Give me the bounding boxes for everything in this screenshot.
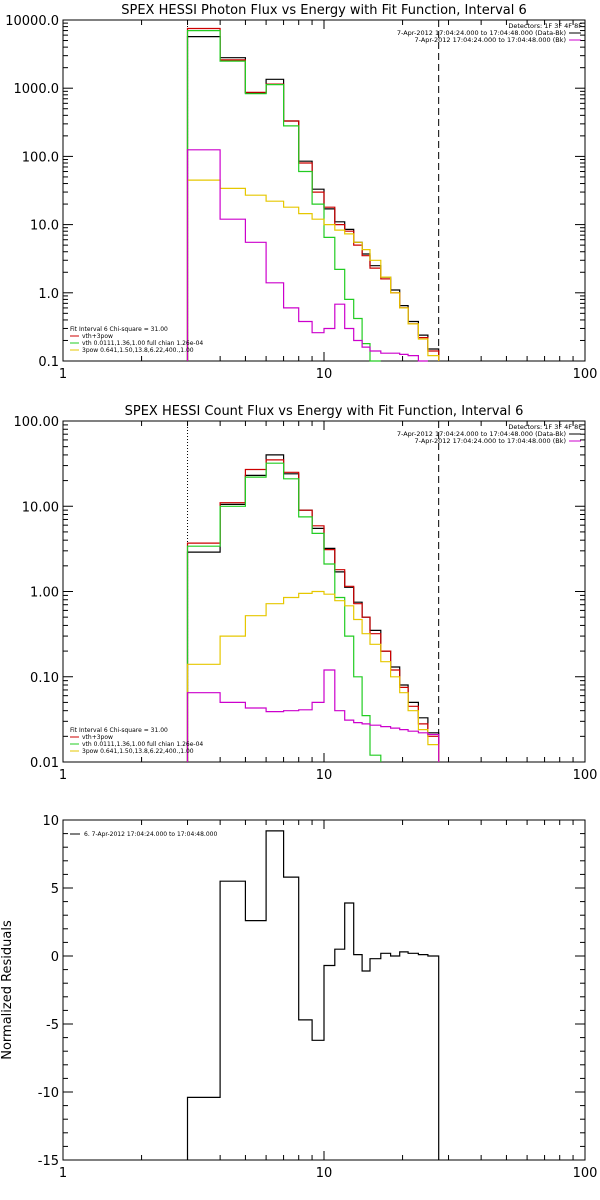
y-tick-label: 10.0	[30, 219, 59, 234]
x-tick-label: 10	[316, 768, 333, 783]
legend-entry: vth 0.0111,1.36,1.00 full chian 1.26e-04	[82, 340, 203, 347]
x-tick-label: 100	[573, 1166, 598, 1181]
series-line-1	[186, 830, 440, 1160]
chart-title: SPEX HESSI Photon Flux vs Energy with Fi…	[121, 3, 527, 18]
legend: Fit Interval 6 Chi-square = 31.00vth+3po…	[70, 326, 203, 354]
y-tick-label: 1000.0	[14, 82, 60, 97]
x-tick-label: 1	[59, 367, 67, 382]
legend-entry: vth+3pow	[82, 734, 113, 741]
series-line-4	[186, 179, 440, 361]
y-tick-label: 0.10	[30, 671, 59, 686]
info-block: Detectors: 1F 3F 4F 8F7-Apr-2012 17:04:2…	[397, 22, 582, 44]
y-tick-label: 100.0	[22, 150, 59, 165]
series-line-2	[186, 459, 440, 762]
detectors-label: Detectors: 1F 3F 4F 8F	[508, 22, 582, 30]
series-line-5	[186, 669, 440, 762]
info-line: 7-Apr-2012 17:04:24.000 to 17:04:48.000 …	[415, 437, 566, 445]
y-tick-label: 0.1	[38, 355, 59, 370]
x-tick-label: 10	[316, 367, 333, 382]
series-line-1	[186, 36, 440, 361]
legend-header: Fit Interval 6 Chi-square = 31.00	[70, 326, 168, 333]
y-tick-label: -15	[38, 1154, 59, 1169]
chart-panel-1: SPEX HESSI Photon Flux vs Energy with Fi…	[5, 3, 597, 382]
series-line-3	[186, 462, 382, 762]
x-tick-label: 1	[59, 1166, 67, 1181]
info-line: 7-Apr-2012 17:04:24.000 to 17:04:48.000 …	[397, 430, 566, 438]
y-tick-label: 10000.0	[5, 14, 59, 29]
series-line-3	[186, 30, 381, 362]
y-tick-label: 1.00	[30, 586, 59, 601]
legend: 6. 7-Apr-2012 17:04:24.000 to 17:04:48.0…	[70, 831, 217, 838]
y-tick-label: 100.00	[14, 415, 60, 430]
legend-entry: vth 0.0111,1.36,1.00 full chian 1.26e-04	[82, 741, 203, 748]
series-line-2	[186, 27, 440, 361]
x-tick-label: 100	[573, 367, 598, 382]
info-line: 7-Apr-2012 17:04:24.000 to 17:04:48.000 …	[397, 29, 566, 37]
series-line-4	[186, 590, 440, 762]
chart-title: SPEX HESSI Count Flux vs Energy with Fit…	[125, 404, 524, 419]
legend-entry: vth+3pow	[82, 333, 113, 340]
y-tick-label: -10	[38, 1086, 59, 1101]
chart-panel-2: SPEX HESSI Count Flux vs Energy with Fit…	[14, 404, 598, 783]
detectors-label: Detectors: 1F 3F 4F 8F	[508, 423, 582, 431]
y-tick-label: 0	[51, 950, 59, 965]
y-tick-label: -5	[46, 1018, 59, 1033]
y-tick-label: 1.0	[38, 287, 59, 302]
legend-entry: 3pow 0.641,1.50,13.8,6.22,400.,1.00	[82, 748, 194, 755]
series-line-5	[186, 149, 428, 362]
info-block: Detectors: 1F 3F 4F 8F7-Apr-2012 17:04:2…	[397, 423, 582, 445]
info-line: 7-Apr-2012 17:04:24.000 to 17:04:48.000 …	[415, 36, 566, 44]
y-tick-label: 10	[42, 814, 59, 829]
x-tick-label: 100	[573, 768, 598, 783]
x-tick-label: 1	[59, 768, 67, 783]
legend-entry: 6. 7-Apr-2012 17:04:24.000 to 17:04:48.0…	[84, 831, 217, 838]
y-tick-label: 0.01	[30, 756, 59, 771]
legend-header: Fit Interval 6 Chi-square = 31.00	[70, 727, 168, 734]
y-axis-label: Normalized Residuals	[0, 920, 15, 1060]
legend-entry: 3pow 0.641,1.50,13.8,6.22,400.,1.00	[82, 347, 194, 354]
legend: Fit Interval 6 Chi-square = 31.00vth+3po…	[70, 727, 203, 755]
y-tick-label: 10.00	[22, 500, 59, 515]
chart-panel-3: 1 10 100 -15 -10 -5 0 5 10 Normalized Residuals 6.…	[0, 814, 597, 1181]
x-tick-label: 10	[316, 1166, 333, 1181]
series-line-1	[186, 454, 440, 762]
y-tick-label: 5	[51, 882, 59, 897]
